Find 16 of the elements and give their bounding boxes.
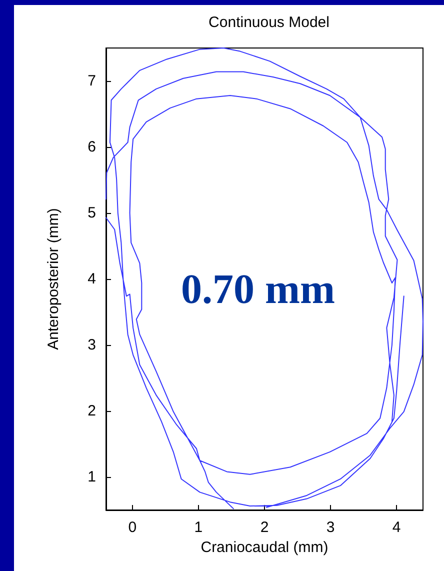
y-tick-label: 3 bbox=[88, 336, 96, 354]
y-tick-label: 4 bbox=[88, 270, 96, 288]
x-axis-title: Craniocaudal (mm) bbox=[200, 539, 328, 556]
x-tick-label: 1 bbox=[194, 519, 203, 536]
y-axis-title: Anteroposterior (mm) bbox=[45, 208, 62, 350]
x-tick-label: 0 bbox=[128, 519, 137, 536]
y-tick-label: 6 bbox=[88, 138, 96, 156]
y-tick-label: 5 bbox=[88, 204, 96, 222]
y-tick-label: 2 bbox=[88, 402, 96, 420]
y-tick-label: 1 bbox=[88, 468, 96, 486]
annotation: 0.70 mm bbox=[181, 267, 335, 313]
x-tick-label: 4 bbox=[392, 519, 401, 536]
x-tick-label: 2 bbox=[260, 519, 269, 536]
x-tick-label: 3 bbox=[326, 519, 335, 536]
y-tick-label: 7 bbox=[88, 72, 96, 90]
chart-title: Continuous Model bbox=[208, 14, 330, 31]
